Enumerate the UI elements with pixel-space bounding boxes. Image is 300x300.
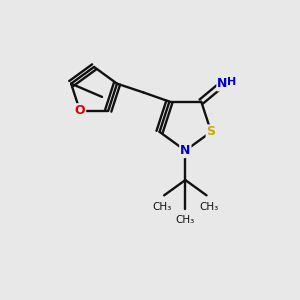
Text: CH₃: CH₃ — [199, 202, 218, 212]
Text: S: S — [207, 125, 216, 138]
Text: CH₃: CH₃ — [176, 215, 195, 225]
Text: CH₃: CH₃ — [152, 202, 171, 212]
Text: N: N — [180, 144, 190, 157]
Text: H: H — [227, 76, 236, 87]
Text: O: O — [75, 104, 85, 117]
Text: N: N — [217, 77, 228, 90]
